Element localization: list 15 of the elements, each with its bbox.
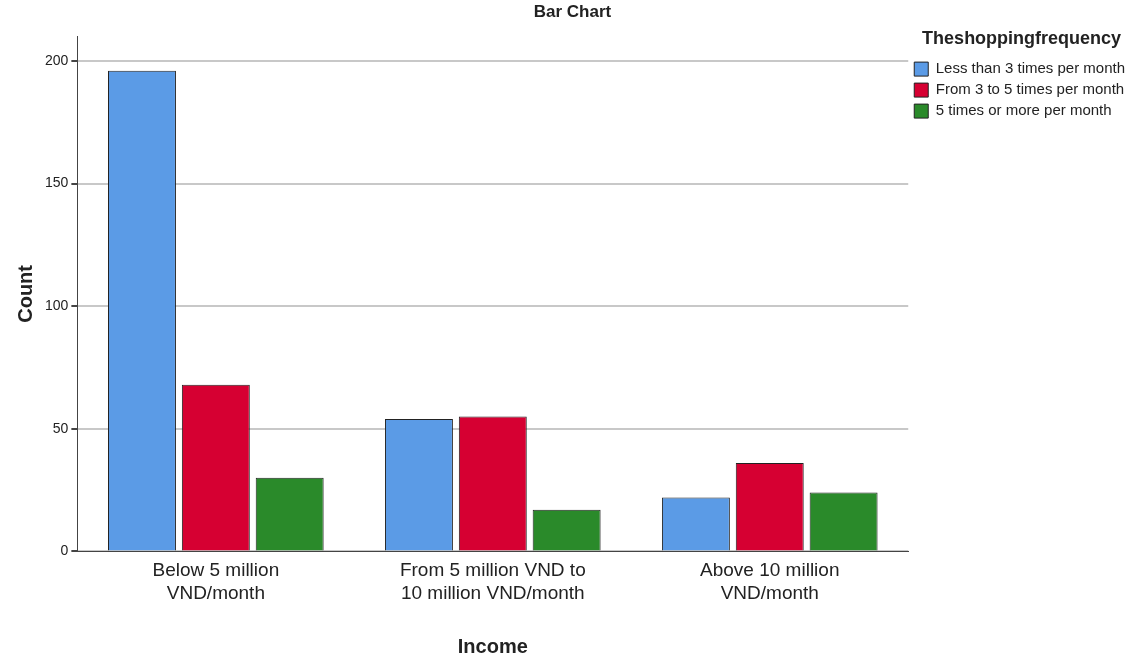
x-tick-label: From 5 million VND to 10 million VND/month [399,559,586,603]
y-axis-title: Count [13,264,36,323]
x-tick-label: Above 10 million VND/month [700,559,840,603]
legend-label: Less than 3 times per month [935,59,1125,77]
legend-label: From 3 to 5 times per month [935,80,1125,98]
x-tick-label: Below 5 million VND/month [152,559,280,603]
legend-label: 5 times or more per month [935,101,1112,119]
chart-title: Bar Chart [533,1,612,21]
y-tick-label: 50 [52,419,69,436]
x-axis-title: Income [457,634,528,657]
y-tick-label: 0 [60,542,69,559]
y-tick-label: 150 [45,174,69,191]
y-tick-label: 100 [45,297,69,314]
legend-title: Theshoppingfrequency [922,27,1122,48]
y-tick-label: 200 [45,51,69,68]
